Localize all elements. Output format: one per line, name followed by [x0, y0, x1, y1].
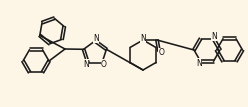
Text: N: N	[211, 32, 217, 41]
Text: N: N	[196, 59, 202, 68]
Text: N: N	[83, 60, 89, 69]
Text: O: O	[158, 48, 164, 57]
Text: N: N	[93, 34, 99, 43]
Text: N: N	[140, 33, 146, 42]
Text: O: O	[101, 60, 107, 69]
